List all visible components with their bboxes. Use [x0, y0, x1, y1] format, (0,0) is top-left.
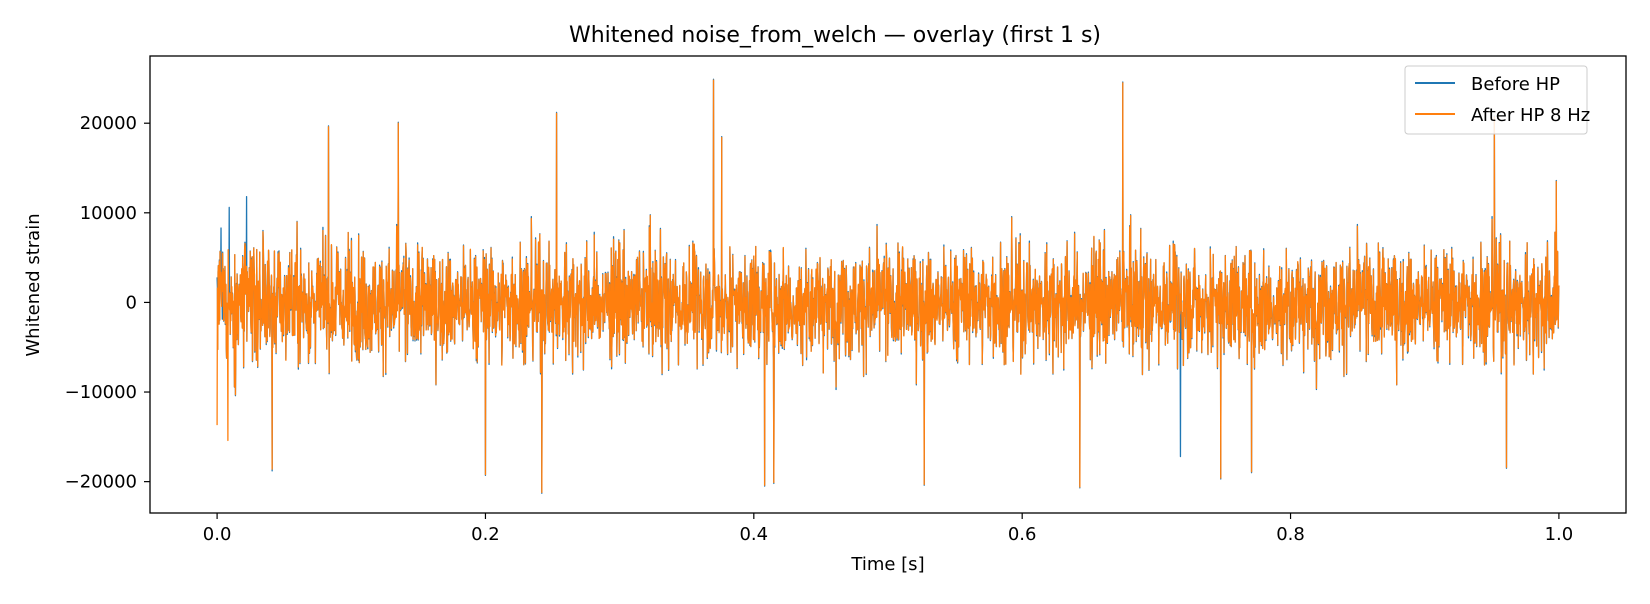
legend: Before HP After HP 8 Hz	[1404, 65, 1590, 135]
x-tick-label: 0.2	[471, 524, 500, 545]
x-axis-label: Time [s]	[850, 554, 924, 575]
y-tick-label: −10000	[65, 382, 137, 403]
plot-frame	[149, 55, 1627, 514]
x-axis: 0.0 0.2 0.4 0.6 0.8 1.0	[203, 513, 1573, 545]
x-tick-label: 0.8	[1276, 524, 1305, 545]
plot-area	[216, 78, 1560, 494]
y-tick-label: 10000	[80, 203, 137, 224]
legend-label-after-hp: After HP 8 Hz	[1471, 105, 1590, 126]
y-tick-label: 0	[126, 292, 137, 313]
y-axis: −20000 −10000 0 10000 20000	[65, 113, 150, 493]
legend-label-before-hp: Before HP	[1471, 74, 1560, 95]
series-line-after-hp	[216, 79, 1560, 494]
chart-title: Whitened noise_from_welch — overlay (fir…	[569, 23, 1101, 48]
y-axis-label: Whitened strain	[23, 213, 44, 356]
x-tick-label: 0.4	[739, 524, 768, 545]
y-tick-label: 20000	[80, 113, 137, 134]
y-tick-label: −20000	[65, 472, 137, 493]
x-tick-label: 0.6	[1008, 524, 1037, 545]
x-tick-label: 0.0	[203, 524, 232, 545]
x-tick-label: 1.0	[1545, 524, 1574, 545]
